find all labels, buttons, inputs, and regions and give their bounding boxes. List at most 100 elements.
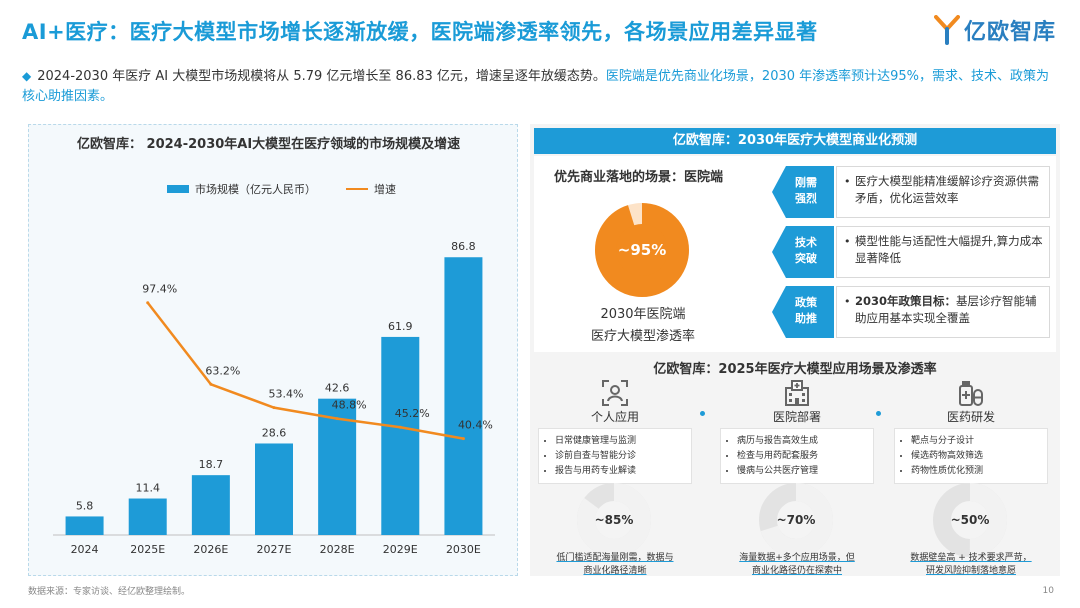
- driver-policy: 政策 助推 • 2030年政策目标：基层诊疗智能辅助应用基本实现全覆盖: [772, 286, 1052, 338]
- driver-desc-text: 基层诊疗智能辅助应用基本实现全覆盖: [855, 294, 1037, 325]
- scenario-foot: 海量数据+多个应用场景，但 商业化路径仍在探索中: [720, 552, 874, 578]
- driver-tag-line1: 技术: [795, 236, 817, 249]
- scenario-foot: 低门槛适配海量刚需，数据与 商业化路径清晰: [538, 552, 692, 578]
- x-tick-2024: 2024: [71, 543, 99, 556]
- scenario-point: 药物性质优化预测: [911, 464, 1041, 479]
- scenario-foot-line1: 海量数据+多个应用场景，但: [739, 553, 855, 563]
- legend-item-line: 增速: [346, 181, 396, 197]
- scenario-point: 病历与报告高效生成: [737, 434, 867, 449]
- scenario-point: 报告与用药专业解读: [555, 464, 685, 479]
- donut-caption-line2: 医疗大模型渗透率: [590, 329, 695, 344]
- scenario-hospital: 医院部署 病历与报告高效生成 检查与用药配套服务 慢病与公共医疗管理 ~70% …: [720, 378, 890, 576]
- bar-2025E: [128, 498, 167, 535]
- driver-tag-line2: 突破: [795, 252, 817, 265]
- page-title: AI+医疗：医疗大模型市场增长逐渐放缓，医院端渗透率领先，各场景应用差异显著: [22, 20, 818, 44]
- bar-2024: [65, 516, 104, 535]
- bar-2030E: [444, 257, 483, 535]
- chart-legend: 市场规模（亿元人民币） 增速: [167, 181, 396, 197]
- scenario-name: 医院部署: [772, 410, 821, 424]
- driver-tag-line2: 强烈: [795, 192, 817, 205]
- donut-caption: 2030年医院端 医疗大模型渗透率: [568, 304, 718, 348]
- growth-label-2029E: 45.2%: [395, 407, 430, 420]
- donut-value-label: ~95%: [618, 241, 666, 259]
- bar-label-2029E: 61.9: [388, 320, 413, 333]
- scenario-name: 个人应用: [590, 410, 639, 424]
- chart-title: 亿欧智库： 2024-2030年AI大模型在医疗领域的市场规模及增速: [77, 137, 461, 152]
- driver-tag-line2: 助推: [795, 312, 817, 325]
- scenario-donut: ~50%: [933, 483, 1007, 557]
- driver-desc: • 医疗大模型能精准缓解诊疗资源供需矛盾，优化运营效率: [836, 166, 1050, 218]
- bar-2026E: [191, 475, 230, 535]
- donut-arc: [595, 203, 689, 297]
- legend-swatch-bar: [167, 185, 189, 193]
- driver-desc: • 模型性能与适配性大幅提升,算力成本显著降低: [836, 226, 1050, 278]
- bullet-dot-icon: •: [844, 295, 851, 308]
- driver-tag-shape: [772, 166, 834, 218]
- scenario-points: 日常健康管理与监测 诊前自查与智能分诊 报告与用药专业解读: [538, 428, 692, 484]
- bar-label-2026E: 18.7: [199, 458, 224, 471]
- driver-desc: • 2030年政策目标：基层诊疗智能辅助应用基本实现全覆盖: [836, 286, 1050, 338]
- bar-2027E: [255, 443, 293, 535]
- driver-tag-label: 政策 助推: [788, 295, 824, 327]
- growth-label-2025E: 97.4%: [142, 283, 177, 296]
- bar-label-2027E: 28.6: [262, 426, 287, 439]
- forecast-header: 亿欧智库：2030年医疗大模型商业化预测: [534, 128, 1056, 154]
- scenario-foot-line2: 商业化路径清晰: [583, 566, 647, 576]
- growth-point-2026E: [209, 382, 213, 386]
- scenario-point: 靶点与分子设计: [911, 434, 1041, 449]
- growth-label-2028E: 48.8%: [332, 399, 367, 412]
- driver-tag-label: 刚需 强烈: [788, 175, 824, 207]
- scenario-foot-line1: 数据壁垒高 + 技术要求严苛，: [910, 553, 1032, 563]
- scenario-point: 诊前自查与智能分诊: [555, 449, 685, 464]
- scenarios-title: 亿欧智库：2025年医疗大模型应用场景及渗透率: [653, 362, 937, 377]
- scenario-point: 日常健康管理与监测: [555, 434, 685, 449]
- x-tick-2030E: 2030E: [446, 543, 481, 556]
- x-tick-2027E: 2027E: [257, 543, 292, 556]
- scenario-donut: ~85%: [577, 483, 651, 557]
- legend-item-bar: 市场规模（亿元人民币）: [167, 181, 316, 197]
- scenario-foot-line2: 商业化路径仍在探索中: [751, 566, 842, 576]
- scenario-donut: ~70%: [759, 483, 833, 557]
- scenario-foot-line1: 低门槛适配海量刚需，数据与: [556, 553, 674, 563]
- market-chart: 5.8 2024 11.4 2025E 18.7 2026E 28.6 2027E 42.6 20…: [53, 240, 495, 556]
- scenario-personal: 个人应用 日常健康管理与监测 诊前自查与智能分诊 报告与用药专业解读 ~85% …: [538, 378, 708, 576]
- donut-arc: [577, 483, 651, 557]
- scenario-points: 靶点与分子设计 候选药物高效筛选 药物性质优化预测: [894, 428, 1048, 484]
- driver-demand: 刚需 强烈 • 医疗大模型能精准缓解诊疗资源供需矛盾，优化运营效率: [772, 166, 1052, 218]
- donut-caption-line1: 2030年医院端: [600, 307, 686, 322]
- donut-value-label: ~50%: [951, 513, 990, 527]
- donut-value-label: ~85%: [595, 513, 634, 527]
- growth-line: [146, 301, 464, 440]
- summary-highlight: 医院端是优先商业化场景，2030 年渗透率预计达95%，需求、技术、政策为核心助…: [22, 69, 1050, 104]
- donut-value-label: ~70%: [777, 513, 816, 527]
- driver-tag-line1: 政策: [795, 296, 817, 309]
- data-source: 数据来源：专家访谈、经亿欧整理绘制。: [28, 587, 191, 597]
- separator-dot: [876, 411, 881, 416]
- scene-label: 优先商业落地的场景：医院端: [554, 170, 724, 185]
- scenario-foot: 数据壁垒高 + 技术要求严苛， 研发风险抑制落地意愿: [894, 552, 1048, 578]
- growth-point-2030E: [461, 437, 465, 441]
- growth-point-2025E: [146, 301, 150, 305]
- driver-tag-line1: 刚需: [795, 176, 817, 189]
- summary-bullet: ◆ 2024-2030 年医疗 AI 大模型市场规模将从 5.79 亿元增长至 8…: [22, 66, 1062, 107]
- donut-arc: [933, 483, 1007, 557]
- scenario-pharma: 医药研发 靶点与分子设计 候选药物高效筛选 药物性质优化预测 ~50% 数据壁垒…: [894, 378, 1064, 576]
- x-tick-2025E: 2025E: [130, 543, 165, 556]
- bar-label-2030E: 86.8: [451, 240, 476, 253]
- bullet-dot-icon: •: [844, 235, 851, 248]
- growth-label-2026E: 63.2%: [205, 364, 240, 377]
- legend-label-bar: 市场规模（亿元人民币）: [195, 183, 316, 196]
- page-number: 10: [1042, 586, 1054, 596]
- growth-label-2030E: 40.4%: [458, 419, 493, 432]
- driver-desc-text: 模型性能与适配性大幅提升,算力成本显著降低: [855, 234, 1043, 265]
- hospital-penetration-donut: ~95%: [595, 203, 689, 297]
- bar-2029E: [381, 336, 420, 535]
- scenario-points: 病历与报告高效生成 检查与用药配套服务 慢病与公共医疗管理: [720, 428, 874, 484]
- growth-point-2027E: [272, 406, 276, 410]
- growth-label-2027E: 53.4%: [269, 388, 304, 401]
- driver-tech: 技术 突破 • 模型性能与适配性大幅提升,算力成本显著降低: [772, 226, 1052, 278]
- growth-point-2028E: [335, 417, 339, 421]
- scenario-point: 候选药物高效筛选: [911, 449, 1041, 464]
- driver-tag-shape: [772, 226, 834, 278]
- scenario-point: 慢病与公共医疗管理: [737, 464, 867, 479]
